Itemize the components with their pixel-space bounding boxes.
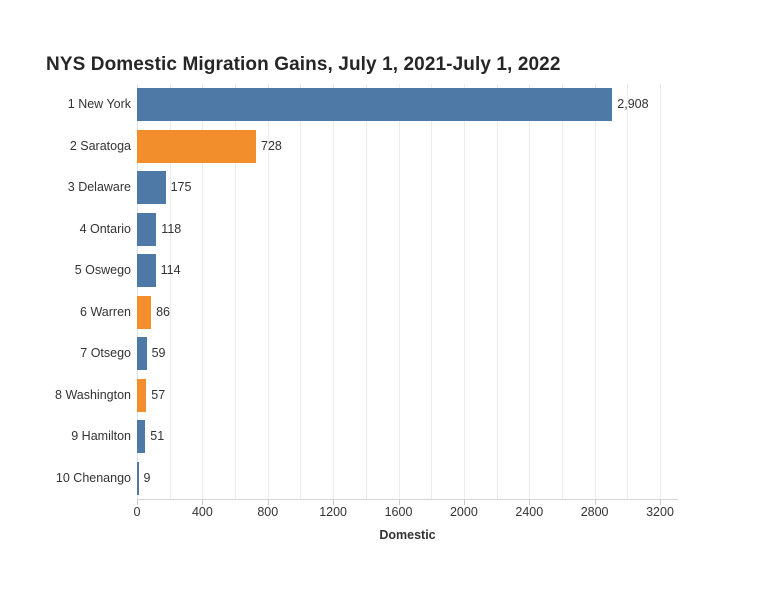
category-label: 1 New York [67, 97, 131, 111]
zero-line [137, 84, 138, 499]
bar-row: 2 Saratoga 728 [70, 126, 678, 168]
bar[interactable] [137, 420, 146, 453]
bar-row: 10 Chenango 9 [56, 458, 678, 500]
value-label: 51 [150, 429, 165, 443]
gridline [235, 84, 237, 499]
bar[interactable] [137, 461, 139, 495]
gridline [398, 84, 400, 499]
gridline [431, 84, 433, 499]
value-label: 86 [156, 304, 170, 319]
value-label: 9 [143, 470, 151, 485]
axis-tick-label: 1600 [384, 505, 413, 519]
axis-tick [267, 500, 269, 505]
value-label: 57 [151, 387, 166, 402]
value-label: 175 [170, 180, 192, 194]
axis-tick [529, 500, 531, 505]
chart-title: NYS Domestic Migration Gains, July 1, 20… [46, 54, 561, 75]
category-label: 2 Saratoga [69, 138, 131, 153]
value-label: 118 [161, 221, 182, 236]
bar-row: 8 Washington 57 [55, 375, 678, 417]
value-label: 728 [261, 138, 282, 153]
gridline [496, 84, 498, 499]
gridline [660, 84, 661, 499]
value-label: 114 [160, 263, 181, 277]
bar[interactable] [137, 337, 147, 370]
axis-tick [202, 500, 204, 505]
category-label: 3 Delaware [67, 180, 131, 194]
gridline [333, 84, 335, 499]
gridline [267, 84, 269, 499]
bar-row: 5 Oswego 114 [75, 250, 678, 292]
category-label: 10 Chenango [55, 470, 131, 485]
category-label: 5 Oswego [74, 263, 131, 277]
bar-row: 7 Otsego 59 [80, 333, 678, 375]
gridline [300, 84, 302, 499]
axis-tick-label: 1200 [319, 505, 347, 519]
category-label: 6 Warren [80, 304, 131, 319]
bar[interactable] [137, 88, 613, 121]
axis-tick-label: 2400 [515, 505, 544, 519]
bar-row: 1 New York 2,908 [68, 84, 678, 126]
axis-tick-label: 400 [191, 505, 213, 519]
gridline [529, 84, 531, 499]
bar[interactable] [137, 295, 152, 329]
axis-tick-label: 3200 [646, 505, 674, 519]
category-label: 7 Otsego [80, 346, 131, 360]
bar[interactable] [137, 129, 256, 163]
axis-tick [594, 500, 596, 505]
axis-tick [398, 500, 400, 505]
gridline [365, 84, 367, 499]
axis-tick [137, 500, 138, 505]
plot-area: 1 New York 2,908 2 Saratoga 728 3 Delaware 17… [55, 84, 678, 500]
bar[interactable] [137, 378, 147, 412]
axis-tick [333, 500, 335, 505]
axis-tick [463, 500, 465, 505]
bar-row: 4 Ontario 118 [80, 209, 678, 251]
axis-tick-label: 2800 [580, 505, 609, 519]
bar[interactable] [137, 171, 166, 204]
gridline [169, 84, 171, 499]
bar-row: 3 Delaware 175 [68, 167, 678, 209]
category-label: 9 Hamilton [71, 429, 131, 443]
gridline [627, 84, 629, 499]
bar-row: 9 Hamilton 51 [71, 416, 678, 458]
gridline [594, 84, 596, 499]
gridline [202, 84, 204, 499]
value-label: 59 [151, 346, 166, 360]
x-axis: 0 400 800 1200 1600 2000 2400 2800 3200 [134, 499, 678, 523]
category-label: 4 Ontario [79, 221, 131, 236]
bar[interactable] [137, 212, 157, 246]
bar-row: 6 Warren 86 [80, 292, 678, 334]
value-label: 2,908 [617, 97, 649, 111]
axis-tick-label: 800 [257, 505, 279, 519]
x-axis-title: Domestic [379, 528, 436, 542]
axis-tick [660, 500, 661, 505]
gridline [562, 84, 563, 499]
axis-tick-label: 2000 [449, 505, 478, 519]
bar[interactable] [137, 254, 156, 287]
axis-tick-label: 0 [133, 505, 141, 519]
gridline [463, 84, 465, 499]
category-label: 8 Washington [55, 387, 131, 402]
